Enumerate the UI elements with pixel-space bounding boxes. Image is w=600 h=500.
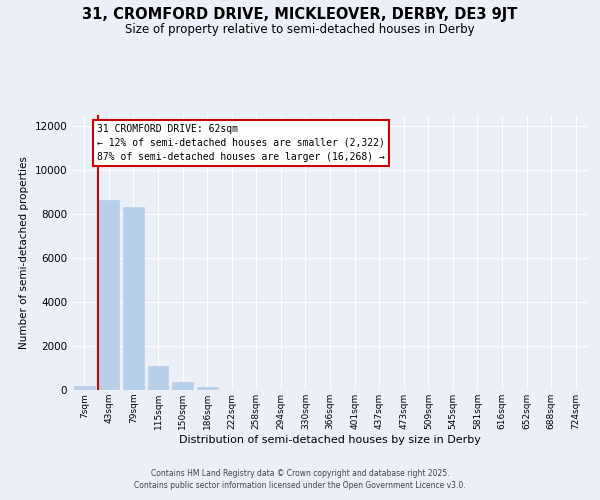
X-axis label: Distribution of semi-detached houses by size in Derby: Distribution of semi-detached houses by … <box>179 434 481 444</box>
Bar <box>74 386 95 390</box>
Y-axis label: Number of semi-detached properties: Number of semi-detached properties <box>19 156 29 349</box>
Bar <box>123 208 144 390</box>
Text: 31 CROMFORD DRIVE: 62sqm
← 12% of semi-detached houses are smaller (2,322)
87% o: 31 CROMFORD DRIVE: 62sqm ← 12% of semi-d… <box>97 124 385 162</box>
Bar <box>148 366 169 390</box>
Text: Contains HM Land Registry data © Crown copyright and database right 2025.
Contai: Contains HM Land Registry data © Crown c… <box>134 468 466 490</box>
Bar <box>98 200 119 390</box>
Text: Size of property relative to semi-detached houses in Derby: Size of property relative to semi-detach… <box>125 22 475 36</box>
Text: 31, CROMFORD DRIVE, MICKLEOVER, DERBY, DE3 9JT: 31, CROMFORD DRIVE, MICKLEOVER, DERBY, D… <box>82 8 518 22</box>
Bar <box>172 382 193 390</box>
Bar <box>197 388 218 390</box>
